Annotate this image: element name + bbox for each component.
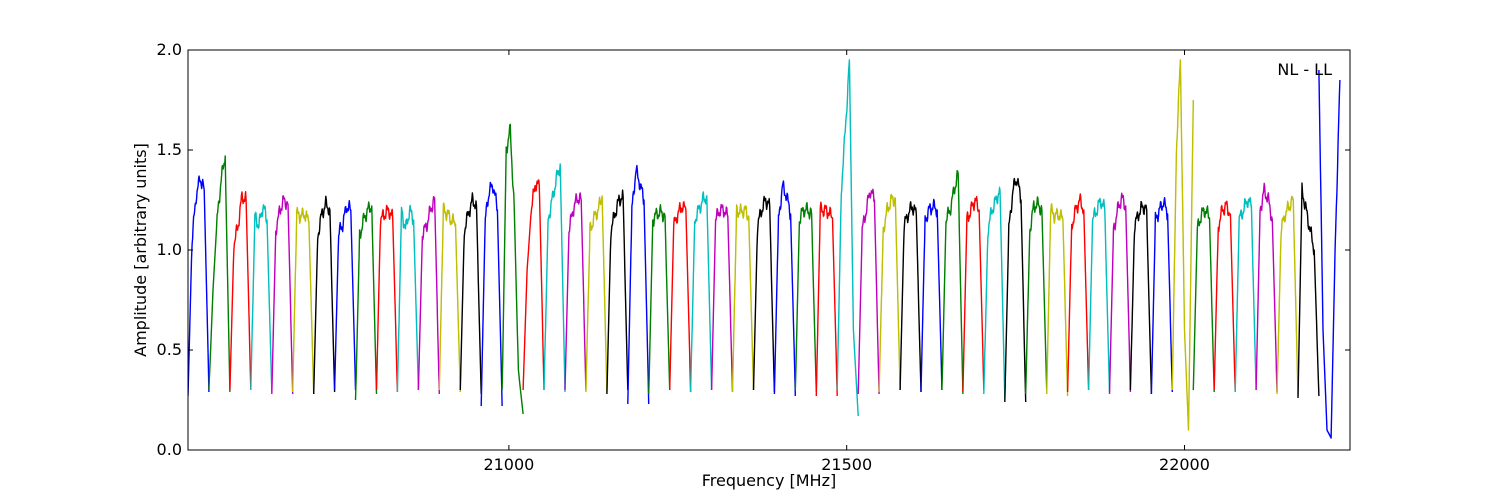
y-tick-label: 0.0 xyxy=(157,440,182,459)
series-line xyxy=(1150,197,1173,395)
series-line xyxy=(1192,205,1215,393)
series-line xyxy=(1004,177,1027,403)
series-line xyxy=(731,203,755,393)
y-tick-label: 2.0 xyxy=(157,40,182,59)
series-line xyxy=(459,192,482,395)
series-line xyxy=(920,198,943,393)
y-axis: 0.0 0.5 1.0 1.5 2.0 xyxy=(157,40,1350,459)
series-line xyxy=(1108,192,1132,395)
background-trace xyxy=(920,198,943,393)
series-line xyxy=(1234,197,1257,393)
series-line xyxy=(752,195,776,393)
series-line xyxy=(1046,203,1069,397)
series-line xyxy=(794,202,817,393)
axes-frame xyxy=(187,49,1351,451)
series-line xyxy=(1255,182,1278,393)
x-tick-label: 21500 xyxy=(821,455,872,474)
x-axis: 21000 21500 22000 xyxy=(483,50,1210,474)
y-axis-label: Amplitude [arbitrary units] xyxy=(131,143,150,357)
series-line xyxy=(836,59,859,417)
series-line xyxy=(815,201,838,397)
series-line xyxy=(857,188,880,395)
series-line xyxy=(313,195,336,395)
series-line xyxy=(1066,193,1090,393)
y-tick-label: 1.5 xyxy=(157,140,182,159)
series-line xyxy=(899,201,922,393)
background-trace xyxy=(334,201,356,391)
series-line xyxy=(606,189,629,395)
series-line xyxy=(354,201,378,401)
series-line xyxy=(878,193,901,393)
background-trace xyxy=(669,201,692,393)
series-line xyxy=(627,164,650,405)
series-line xyxy=(543,163,566,393)
series-line xyxy=(522,179,545,391)
series-line xyxy=(292,206,315,395)
series-line xyxy=(773,180,796,397)
series-line xyxy=(941,170,964,395)
background-trace xyxy=(690,192,713,393)
series-line xyxy=(564,192,587,391)
series-line xyxy=(271,195,294,395)
y-tick-label: 1.0 xyxy=(157,240,182,259)
y-tick-label: 0.5 xyxy=(157,340,182,359)
series-line xyxy=(188,175,210,397)
x-axis-label: Frequency [MHz] xyxy=(702,471,836,490)
series-line xyxy=(1297,182,1320,399)
series-line xyxy=(1087,198,1111,393)
series-line xyxy=(1213,200,1236,393)
series-line xyxy=(983,187,1006,399)
series-line xyxy=(1276,195,1299,397)
series-line xyxy=(1025,196,1048,395)
series-layer xyxy=(188,59,1341,439)
series-line xyxy=(229,191,252,391)
series-line xyxy=(375,204,399,393)
series-line xyxy=(585,195,608,393)
series-line xyxy=(333,200,357,391)
series-line xyxy=(250,204,273,393)
series-line xyxy=(1129,200,1153,395)
series-line xyxy=(962,196,985,393)
series-line xyxy=(1171,59,1194,431)
series-line xyxy=(689,191,713,393)
annotation-label: NL - LL xyxy=(1277,60,1332,79)
series-line xyxy=(396,204,420,393)
series-line xyxy=(501,123,524,415)
series-line xyxy=(710,203,734,393)
series-line xyxy=(648,204,671,395)
background-trace xyxy=(208,155,231,393)
series-line xyxy=(417,195,440,395)
series-line xyxy=(1318,69,1341,439)
series-line xyxy=(208,155,231,393)
x-tick-label: 21000 xyxy=(483,455,534,474)
series-line xyxy=(480,181,503,407)
series-line xyxy=(669,201,692,393)
background-trace xyxy=(417,197,440,395)
background-trace xyxy=(271,195,294,395)
x-tick-label: 22000 xyxy=(1159,455,1210,474)
series-line xyxy=(438,202,461,393)
